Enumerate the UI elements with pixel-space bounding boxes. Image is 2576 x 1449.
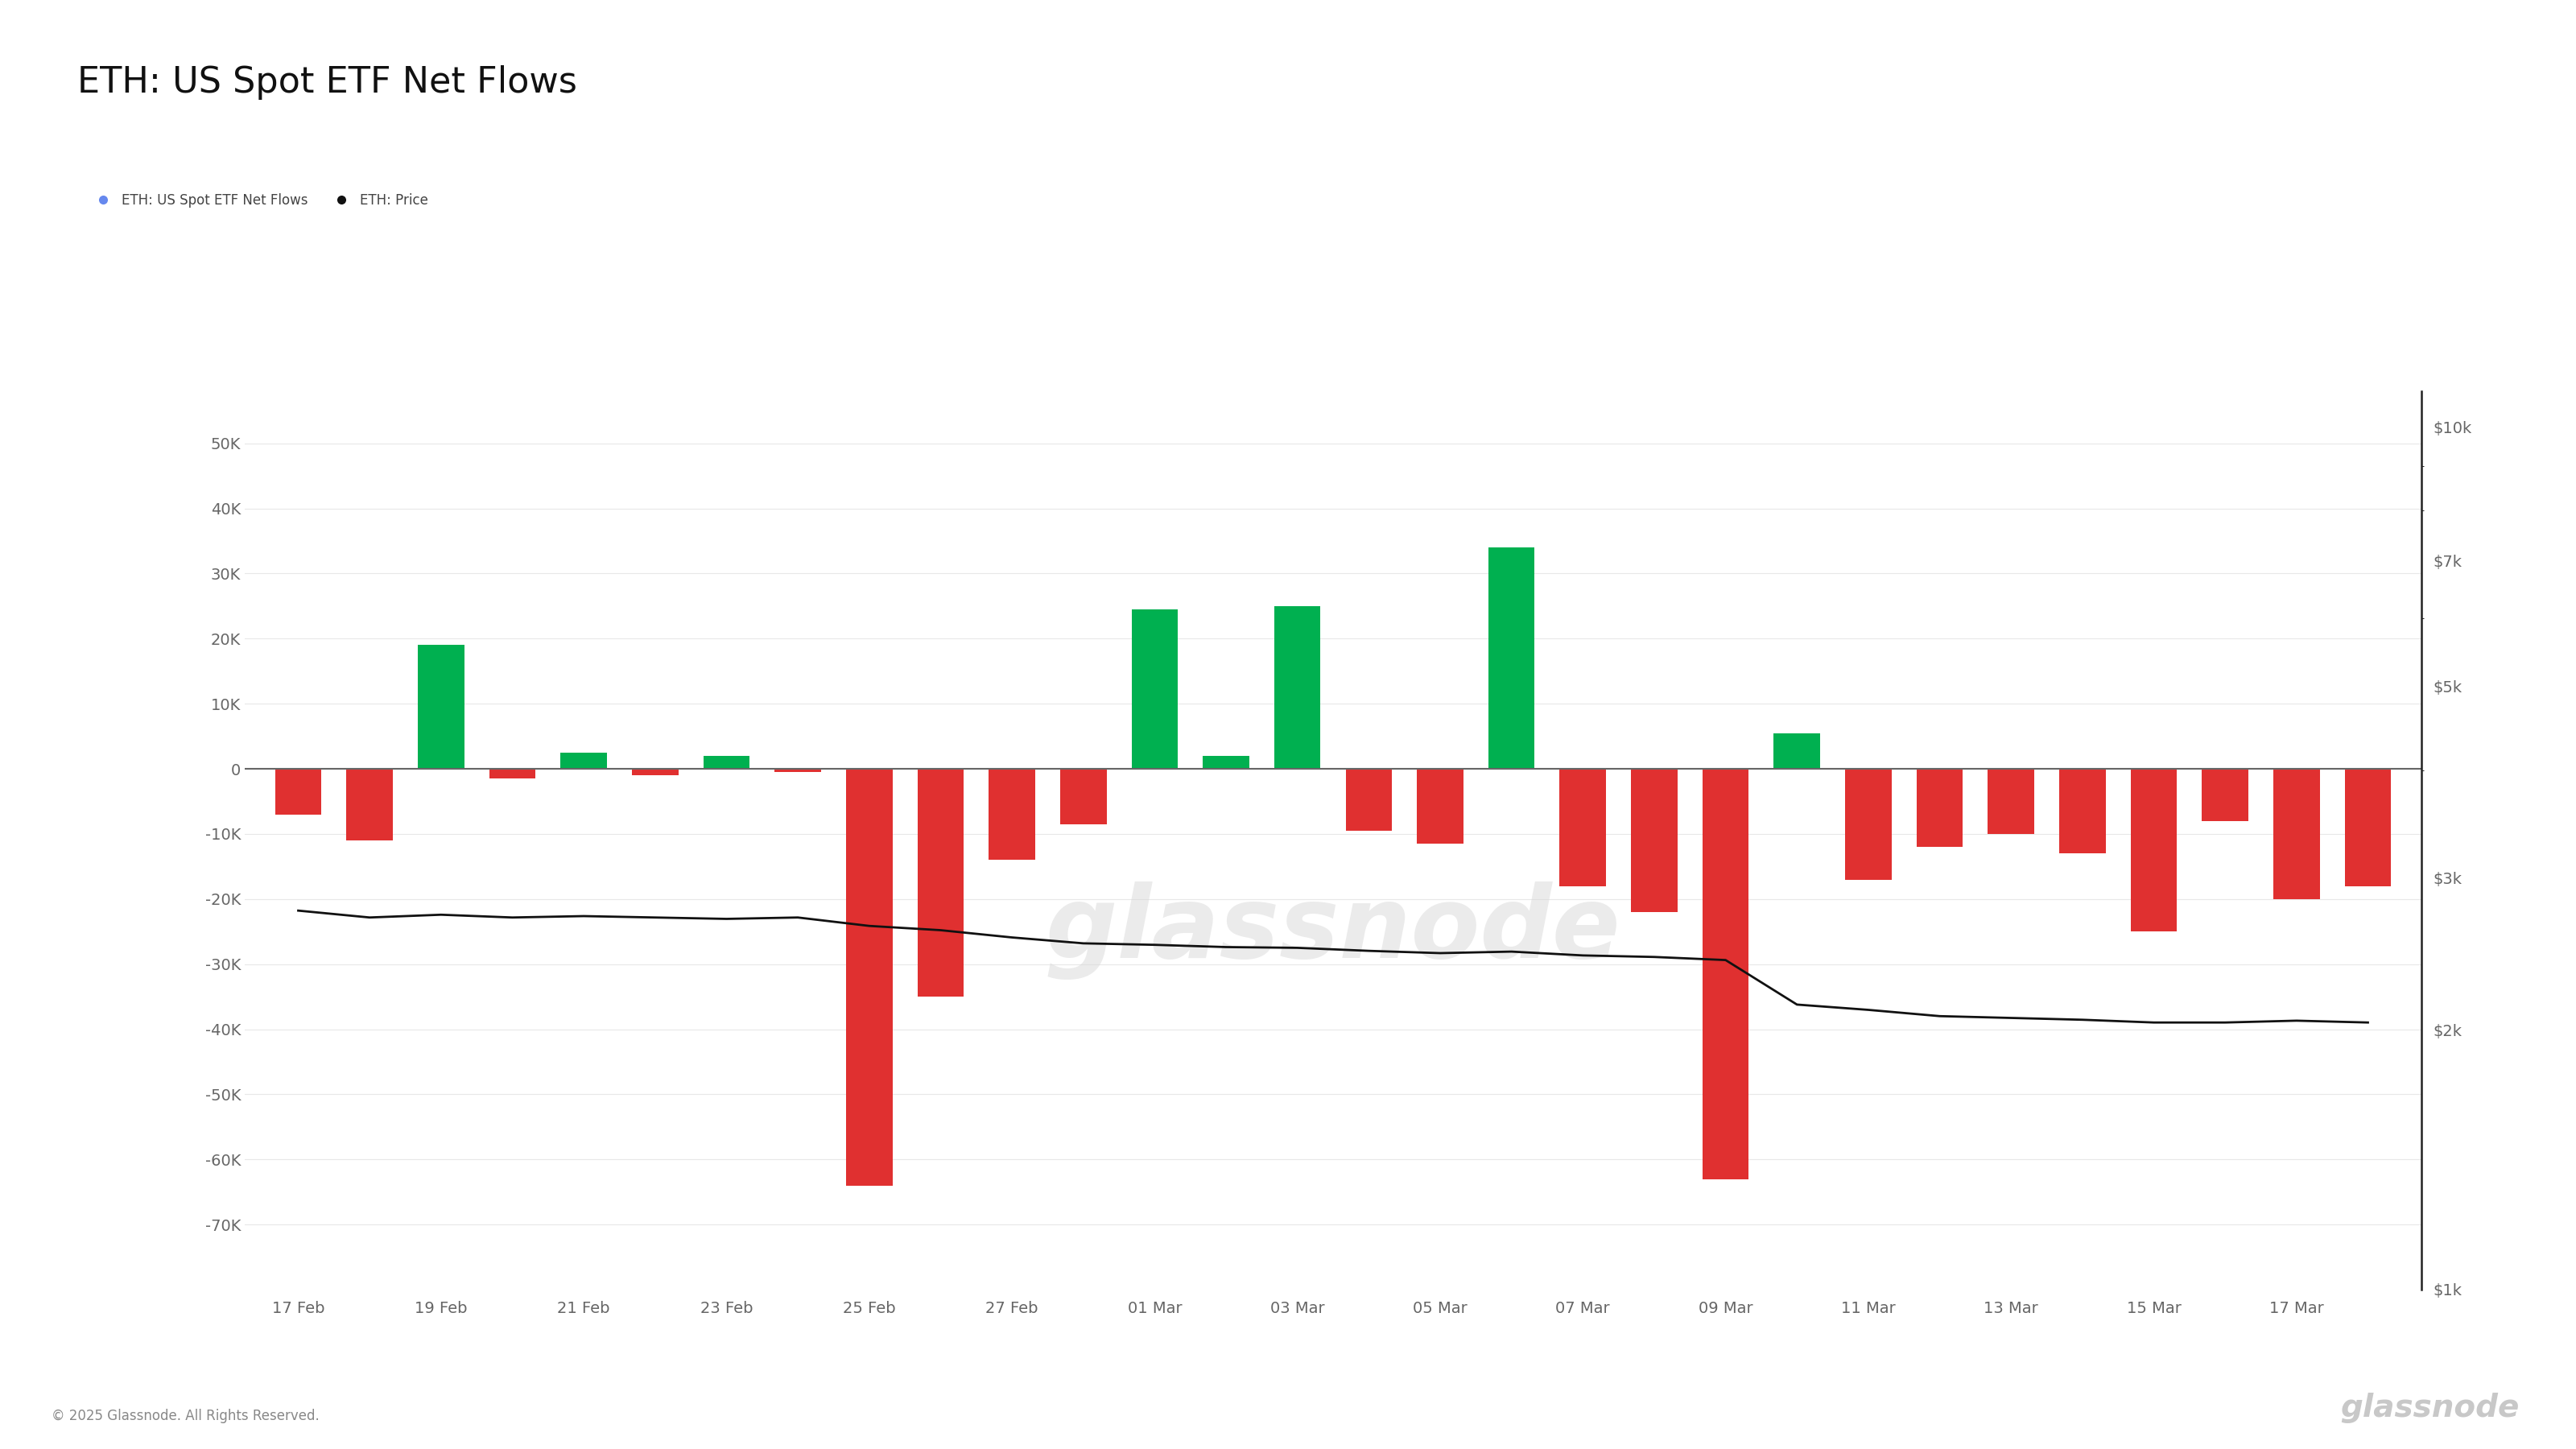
Bar bbox=[2275, 769, 2321, 898]
Bar bbox=[1489, 548, 1535, 769]
Bar bbox=[1131, 610, 1177, 769]
Text: glassnode: glassnode bbox=[1046, 881, 1620, 980]
Bar bbox=[775, 769, 822, 772]
Bar bbox=[703, 756, 750, 769]
Text: © 2025 Glassnode. All Rights Reserved.: © 2025 Glassnode. All Rights Reserved. bbox=[52, 1408, 319, 1423]
Bar bbox=[2058, 769, 2105, 853]
Text: ETH: US Spot ETF Net Flows: ETH: US Spot ETF Net Flows bbox=[77, 65, 577, 100]
Bar bbox=[2202, 769, 2249, 822]
Bar bbox=[417, 645, 464, 769]
Bar bbox=[1703, 769, 1749, 1179]
Bar bbox=[2130, 769, 2177, 932]
Bar bbox=[2344, 769, 2391, 885]
Bar bbox=[845, 769, 891, 1185]
Bar bbox=[1345, 769, 1391, 830]
Bar bbox=[1917, 769, 1963, 846]
Bar bbox=[1417, 769, 1463, 843]
Bar bbox=[631, 769, 677, 775]
Bar bbox=[1631, 769, 1677, 911]
Bar bbox=[489, 769, 536, 778]
Bar bbox=[989, 769, 1036, 859]
Legend: ETH: US Spot ETF Net Flows, ETH: Price: ETH: US Spot ETF Net Flows, ETH: Price bbox=[85, 188, 433, 213]
Bar bbox=[1989, 769, 2035, 835]
Text: glassnode: glassnode bbox=[2342, 1392, 2519, 1423]
Bar bbox=[1558, 769, 1605, 885]
Bar bbox=[345, 769, 392, 840]
Bar bbox=[562, 752, 608, 769]
Bar bbox=[917, 769, 963, 997]
Bar bbox=[1203, 756, 1249, 769]
Bar bbox=[1275, 606, 1321, 769]
Bar bbox=[1061, 769, 1108, 824]
Bar bbox=[276, 769, 322, 814]
Bar bbox=[1775, 733, 1821, 769]
Bar bbox=[1844, 769, 1891, 880]
